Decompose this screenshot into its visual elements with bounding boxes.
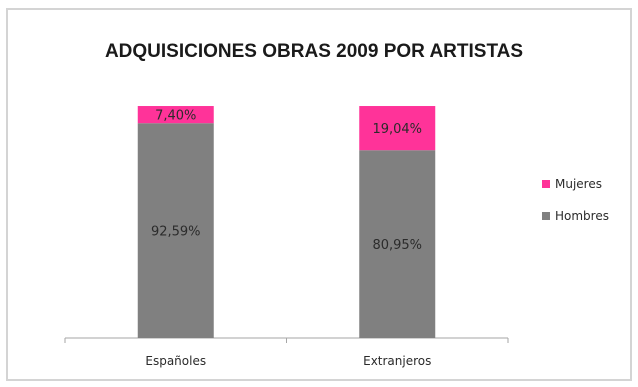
x-tick-label: Extranjeros (363, 354, 431, 368)
legend-label-mujeres: Mujeres (555, 177, 602, 191)
data-label-mujeres-1: 7,40% (155, 109, 196, 124)
x-tick-labels: Españoles Extranjeros (145, 354, 431, 368)
axis-layer (64, 337, 509, 343)
legend: Mujeres Hombres (542, 177, 609, 223)
bar-mujeres-2 (359, 106, 436, 151)
x-tick-label: Españoles (145, 354, 206, 368)
chart-container: ADQUISICIONES OBRAS 2009 POR ARTISTAS 92… (6, 8, 632, 381)
legend-label-hombres: Hombres (555, 209, 609, 223)
data-label-mujeres-2: 19,04% (372, 122, 422, 137)
labels-layer: 92,59% 7,40% 80,95% 19,04% (151, 109, 422, 253)
stacked-bar-chart: ADQUISICIONES OBRAS 2009 POR ARTISTAS 92… (64, 41, 609, 368)
data-label-hombres-1: 92,59% (151, 225, 201, 240)
bars-layer (137, 106, 436, 339)
bar-hombres-1 (137, 123, 214, 339)
data-label-hombres-2: 80,95% (372, 238, 422, 253)
legend-swatch-hombres (542, 212, 550, 220)
bar-hombres-2 (359, 150, 436, 338)
bar-mujeres-1 (137, 106, 214, 124)
chart-title: ADQUISICIONES OBRAS 2009 POR ARTISTAS (105, 41, 523, 62)
legend-swatch-mujeres (542, 180, 550, 188)
